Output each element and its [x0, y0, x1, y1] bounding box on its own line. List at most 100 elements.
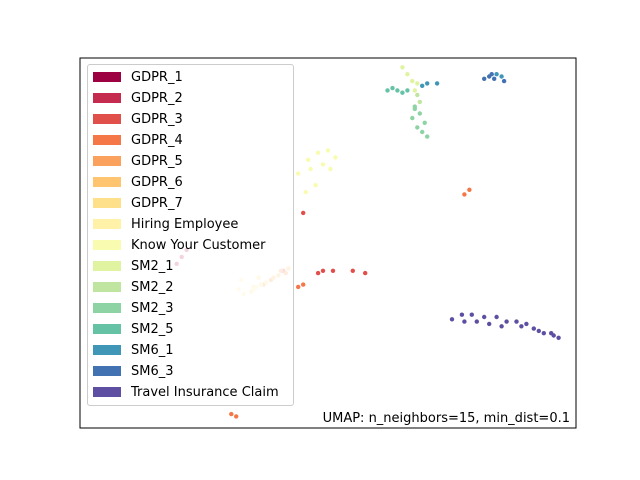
legend-swatch: [93, 219, 121, 229]
data-point: [405, 88, 410, 93]
legend-swatch: [93, 177, 121, 187]
legend-swatch: [93, 240, 121, 250]
data-point: [531, 326, 536, 331]
data-point: [462, 192, 467, 197]
legend-swatch: [93, 324, 121, 334]
data-point: [395, 88, 400, 93]
data-point: [333, 155, 338, 160]
data-point: [422, 120, 427, 126]
legend-swatch: [93, 198, 121, 208]
data-point: [400, 90, 405, 95]
data-point: [519, 324, 524, 329]
data-point: [363, 270, 368, 276]
legend-item: SM2_1: [93, 256, 174, 276]
legend-label: GDPR_7: [131, 195, 183, 211]
data-point: [462, 319, 467, 324]
data-point: [415, 81, 420, 86]
legend-item: SM2_5: [93, 319, 174, 339]
legend-label: SM6_3: [131, 363, 174, 379]
legend-swatch: [93, 303, 121, 313]
legend-label: Travel Insurance Claim: [131, 384, 279, 400]
data-point: [549, 331, 554, 336]
data-point: [315, 270, 321, 276]
data-point: [494, 72, 499, 77]
data-point: [315, 150, 321, 155]
data-point: [330, 268, 336, 273]
legend-label: SM2_3: [131, 300, 174, 316]
data-point: [350, 268, 355, 273]
data-point: [325, 148, 331, 153]
data-point: [499, 74, 504, 79]
data-point: [328, 166, 333, 172]
legend-label: SM2_1: [131, 258, 174, 274]
legend-swatch: [93, 156, 121, 166]
data-point: [482, 76, 487, 82]
legend-item: GDPR_5: [93, 151, 183, 171]
legend-swatch: [93, 387, 121, 397]
legend-label: Hiring Employee: [131, 216, 239, 232]
legend-item: Hiring Employee: [93, 214, 238, 234]
legend-item: GDPR_2: [93, 88, 183, 108]
data-point: [301, 210, 306, 216]
data-point: [482, 314, 487, 320]
legend-item: GDPR_4: [93, 130, 183, 150]
data-point: [425, 81, 430, 86]
legend-swatch: [93, 72, 121, 82]
umap-params-annotation: UMAP: n_neighbors=15, min_dist=0.1: [322, 411, 570, 426]
legend-label: GDPR_1: [131, 69, 183, 85]
legend-label: GDPR_4: [131, 132, 183, 148]
data-point: [494, 314, 499, 320]
legend-label: GDPR_5: [131, 153, 183, 169]
data-point: [417, 111, 422, 116]
data-point: [229, 411, 234, 417]
data-point: [303, 189, 308, 195]
data-point: [501, 78, 507, 84]
data-point: [499, 324, 504, 329]
data-point: [410, 115, 415, 121]
legend-swatch: [93, 345, 121, 355]
data-point: [420, 83, 425, 89]
data-point: [420, 129, 425, 135]
legend-swatch: [93, 114, 121, 124]
legend-swatch: [93, 261, 121, 271]
legend-item: SM2_3: [93, 298, 174, 318]
data-point: [474, 319, 479, 324]
data-point: [313, 183, 318, 188]
data-point: [556, 335, 561, 340]
data-point: [469, 312, 474, 317]
data-point: [400, 65, 405, 70]
legend-item: SM6_1: [93, 340, 174, 360]
data-point: [296, 284, 301, 290]
legend-item: GDPR_1: [93, 67, 183, 87]
legend-swatch: [93, 366, 121, 376]
legend-item: Know Your Customer: [93, 235, 266, 255]
data-point: [492, 76, 497, 82]
legend: GDPR_1 GDPR_2 GDPR_3 GDPR_4 GDPR_5 GDPR_6 GDPR…: [87, 64, 294, 406]
data-point: [536, 328, 541, 334]
data-point: [434, 81, 440, 86]
legend-item: SM6_3: [93, 361, 174, 381]
data-point: [412, 88, 417, 93]
legend-label: SM6_1: [131, 342, 174, 358]
data-point: [459, 312, 465, 317]
data-point: [415, 92, 420, 98]
data-point: [524, 321, 529, 327]
legend-swatch: [93, 282, 121, 292]
legend-item: SM2_2: [93, 277, 174, 297]
legend-item: Travel Insurance Claim: [93, 382, 279, 402]
data-point: [301, 282, 306, 287]
legend-item: GDPR_3: [93, 109, 183, 129]
legend-label: GDPR_3: [131, 111, 183, 127]
data-point: [417, 99, 422, 105]
legend-label: SM2_2: [131, 279, 174, 295]
data-point: [425, 134, 430, 139]
legend-item: GDPR_6: [93, 172, 183, 192]
data-point: [489, 72, 494, 77]
data-point: [410, 78, 415, 84]
data-point: [449, 317, 455, 322]
legend-item: GDPR_7: [93, 193, 183, 213]
data-point: [306, 157, 311, 162]
data-point: [296, 171, 301, 176]
data-point: [405, 72, 410, 77]
data-point: [541, 331, 546, 336]
